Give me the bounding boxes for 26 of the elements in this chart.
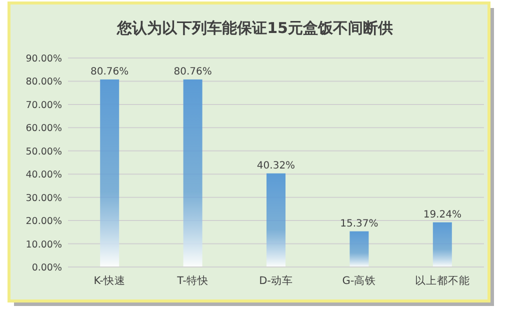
- bar: [432, 222, 452, 267]
- y-tick-label: 70.00%: [26, 100, 62, 111]
- y-tick-label: 40.00%: [26, 170, 62, 181]
- x-tick-label: G-高铁: [342, 274, 376, 287]
- x-tick-label: T-特快: [176, 274, 208, 287]
- y-tick-label: 80.00%: [26, 76, 62, 88]
- y-tick-label: 60.00%: [26, 123, 62, 134]
- chart-title: 您认为以下列车能保证15元盒饭不间断供: [116, 19, 393, 37]
- data-label: 19.24%: [423, 209, 462, 220]
- data-label: 40.32%: [256, 160, 296, 172]
- y-tick-label: 30.00%: [26, 192, 62, 204]
- y-tick-label: 10.00%: [26, 239, 62, 250]
- bar: [183, 79, 202, 267]
- bar: [266, 173, 286, 267]
- x-tick-label: 以上都不能: [414, 274, 470, 287]
- data-label: 80.76%: [174, 66, 212, 78]
- data-label: 15.37%: [340, 218, 378, 230]
- y-tick-label: 90.00%: [26, 54, 62, 64]
- bar: [350, 231, 369, 267]
- bar: [100, 79, 120, 267]
- x-tick-label: K-快速: [94, 274, 126, 287]
- x-tick-label: D-动车: [259, 274, 293, 287]
- y-tick-label: 20.00%: [26, 216, 62, 228]
- y-tick-label: 0.00%: [32, 262, 62, 274]
- y-tick-label: 50.00%: [26, 146, 62, 158]
- data-label: 80.76%: [90, 66, 129, 78]
